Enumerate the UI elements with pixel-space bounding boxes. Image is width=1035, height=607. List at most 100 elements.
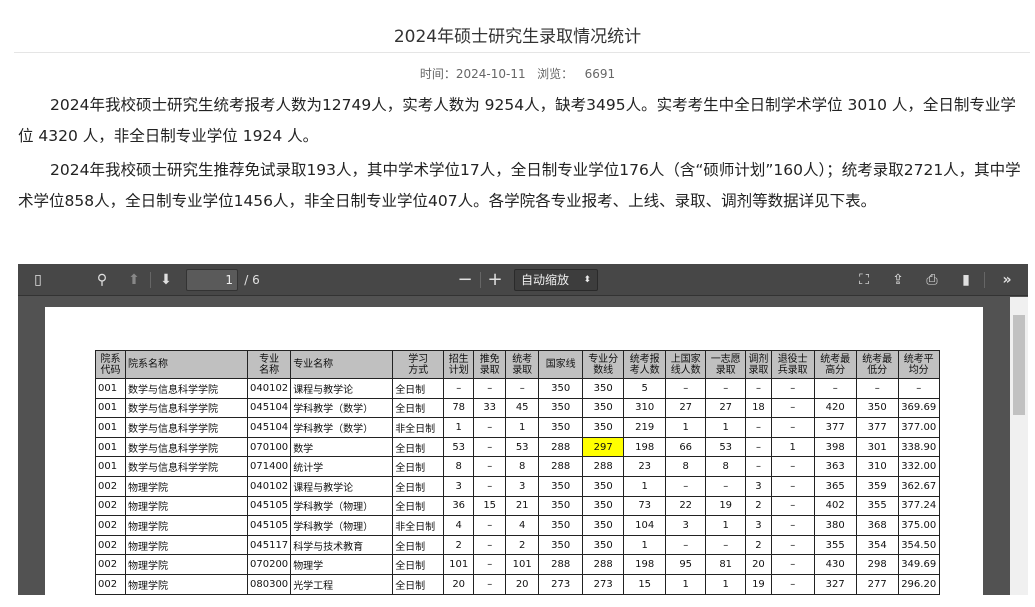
table-cell: 3 bbox=[745, 515, 772, 536]
table-cell: – bbox=[897, 378, 940, 399]
table-cell: 350 bbox=[538, 378, 584, 399]
column-header-label: 国家线 bbox=[545, 359, 576, 370]
table-cell: 070200 bbox=[246, 554, 292, 575]
arrow-down-icon[interactable]: ⬇ bbox=[160, 272, 172, 288]
table-cell: 66 bbox=[665, 436, 707, 458]
scrollbar-thumb[interactable] bbox=[1013, 315, 1025, 415]
table-cell: 002 bbox=[95, 573, 126, 595]
table-cell: 040102 bbox=[246, 475, 292, 497]
column-header-label: 推免录取 bbox=[479, 353, 500, 376]
column-header-label: 退役士兵录取 bbox=[777, 353, 808, 376]
table-cell: 045104 bbox=[246, 417, 292, 438]
page-number-input[interactable]: 1 bbox=[186, 269, 238, 291]
table-cell: 297 bbox=[582, 436, 625, 458]
table-header-row: 院系代码 院系名称 专业名称 专业名称 学习方式 招生计划 推免录取 统考录取 国家线 专业分数线… bbox=[95, 350, 940, 379]
table-cell: 数学 bbox=[290, 436, 394, 458]
table-cell: – bbox=[770, 495, 815, 517]
zoom-select[interactable]: 自动缩放 ⬍ bbox=[514, 269, 598, 291]
table-cell: 物理学院 bbox=[125, 573, 248, 595]
table-cell: 350 bbox=[582, 475, 625, 497]
table-cell: 19 bbox=[705, 495, 747, 517]
table-cell: 1 bbox=[665, 417, 707, 438]
scrollbar[interactable] bbox=[1010, 297, 1028, 595]
table-cell: 8 bbox=[705, 456, 747, 477]
table-cell: 5 bbox=[623, 378, 667, 399]
table-cell: – bbox=[473, 475, 507, 497]
table-cell: – bbox=[473, 515, 507, 536]
view-count: 6691 bbox=[584, 67, 616, 81]
table-row: 002 物理学院 045105 学科教学（物理） 全日制 36 15 21 350 350 73 22… bbox=[95, 495, 940, 517]
more-tools-icon[interactable]: » bbox=[1002, 272, 1012, 288]
table-cell: 349.69 bbox=[897, 554, 940, 575]
table-cell: 377 bbox=[855, 417, 899, 438]
sidebar-toggle-icon[interactable]: ▯ bbox=[34, 272, 42, 288]
search-icon[interactable]: ⚲ bbox=[96, 272, 108, 288]
table-cell: 学科教学（物理） bbox=[290, 515, 394, 536]
column-header: 退役士兵录取 bbox=[770, 350, 815, 379]
table-cell: – bbox=[705, 534, 747, 556]
table-cell: 070100 bbox=[246, 436, 292, 458]
table-cell: 350 bbox=[538, 397, 584, 419]
table-cell: 350 bbox=[582, 515, 625, 536]
column-header: 招生计划 bbox=[443, 350, 475, 379]
table-cell: – bbox=[770, 456, 815, 477]
arrow-up-icon[interactable]: ⬆ bbox=[128, 272, 140, 288]
table-cell: – bbox=[745, 456, 772, 477]
table-cell: 327 bbox=[813, 573, 857, 595]
table-cell: 学科教学（数学） bbox=[290, 397, 394, 419]
table-cell: 071400 bbox=[246, 456, 292, 477]
zoom-out-icon[interactable]: − bbox=[457, 269, 473, 290]
column-header: 院系代码 bbox=[95, 350, 126, 379]
table-cell: 362.67 bbox=[897, 475, 940, 497]
table-cell: 219 bbox=[623, 417, 667, 438]
pdf-viewer: ▯ ⚲ ⬆ ⬇ 1 / 6 − + 自动缩放 ⬍ ⛶ ⇪ ⎙ ▮ » 院系代码 院系… bbox=[18, 264, 1028, 607]
paragraph-1: 2024年我校硕士研究生统考报考人数为12749人，实考人数为 9254人，缺考… bbox=[18, 96, 1016, 145]
table-cell: 273 bbox=[538, 573, 584, 595]
table-cell: 001 bbox=[95, 456, 126, 477]
table-cell: 15 bbox=[473, 495, 507, 517]
article-meta: 时间：2024-10-11 浏览： 6691 bbox=[0, 65, 1035, 82]
print-icon[interactable]: ⎙ bbox=[926, 272, 938, 288]
presentation-mode-icon[interactable]: ⛶ bbox=[859, 272, 869, 288]
table-cell: 350 bbox=[582, 495, 625, 517]
column-header: 院系名称 bbox=[125, 350, 248, 379]
table-cell: 23 bbox=[623, 456, 667, 477]
table-cell: 310 bbox=[623, 397, 667, 419]
table-cell: 377.24 bbox=[897, 495, 940, 517]
table-cell: – bbox=[770, 475, 815, 497]
table-cell: 学科教学（物理） bbox=[290, 495, 394, 517]
table-cell: 430 bbox=[813, 554, 857, 575]
table-cell: 全日制 bbox=[392, 436, 445, 458]
table-cell: 296.20 bbox=[897, 573, 940, 595]
divider bbox=[150, 272, 151, 288]
bookmark-icon[interactable]: ▮ bbox=[962, 272, 970, 288]
table-cell: 课程与教学论 bbox=[290, 378, 394, 399]
column-header-label: 专业名称 bbox=[259, 353, 280, 376]
table-cell: 002 bbox=[95, 475, 126, 497]
paragraph-2: 2024年我校硕士研究生推荐免试录取193人，其中学术学位17人，全日制专业学位… bbox=[18, 161, 1021, 210]
column-header: 专业分数线 bbox=[582, 350, 625, 379]
open-file-icon[interactable]: ⇪ bbox=[892, 272, 904, 288]
column-header: 国家线 bbox=[538, 350, 584, 379]
table-cell: 73 bbox=[623, 495, 667, 517]
table-cell: 198 bbox=[623, 554, 667, 575]
column-header-label: 院系名称 bbox=[128, 359, 168, 370]
table-cell: 3 bbox=[443, 475, 475, 497]
table-cell: 1 bbox=[623, 475, 667, 497]
column-header: 学习方式 bbox=[392, 350, 445, 379]
table-cell: 20 bbox=[443, 573, 475, 595]
table-cell: – bbox=[770, 417, 815, 438]
table-row: 001 数学与信息科学学院 070100 数学 全日制 53–53 288 297 198 66 5… bbox=[95, 436, 940, 458]
table-cell: 53 bbox=[505, 436, 540, 458]
table-cell: 2 bbox=[745, 495, 772, 517]
table-row: 001 数学与信息科学学院 071400 统计学 全日制 8–8 288 288 23 8 8– –3… bbox=[95, 456, 940, 477]
column-header-label: 招生计划 bbox=[448, 353, 469, 376]
zoom-in-icon[interactable]: + bbox=[487, 269, 503, 290]
table-cell: – bbox=[473, 378, 507, 399]
table-cell: 420 bbox=[813, 397, 857, 419]
article-title: 2024年硕士研究生录取情况统计 bbox=[393, 27, 642, 47]
column-header-label: 统考最高分 bbox=[820, 353, 851, 376]
table-cell: 359 bbox=[855, 475, 899, 497]
table-cell: – bbox=[473, 534, 507, 556]
table-cell: 全日制 bbox=[392, 397, 445, 419]
